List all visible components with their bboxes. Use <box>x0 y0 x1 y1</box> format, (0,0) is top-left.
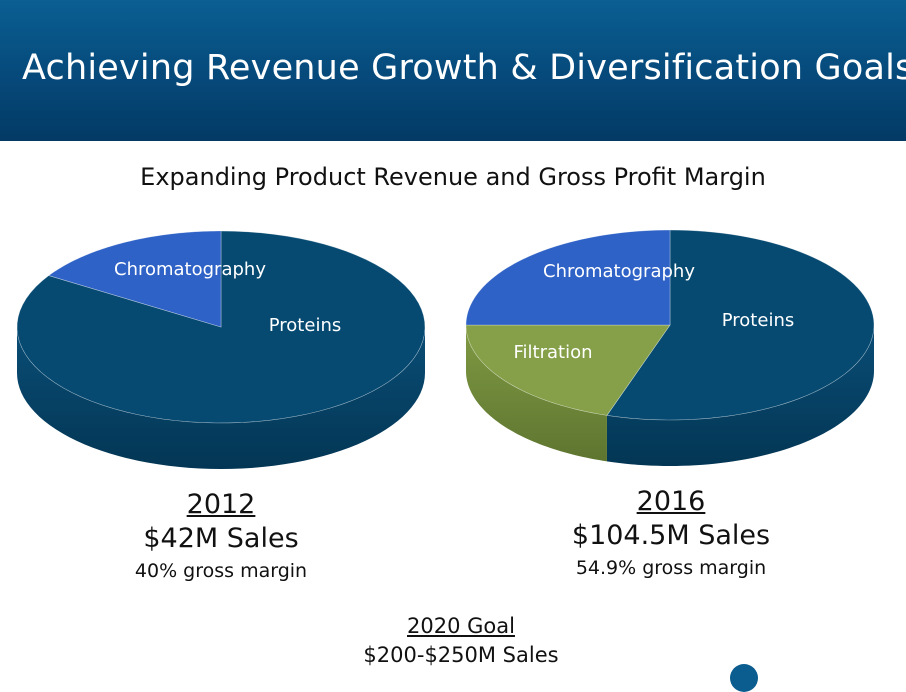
caption-2012: 2012 $42M Sales 40% gross margin <box>121 488 321 586</box>
logo-mark <box>730 664 758 692</box>
goal-sales: $200-$250M Sales <box>363 643 559 667</box>
caption-sales: $42M Sales <box>143 523 299 554</box>
caption-margin: 54.9% gross margin <box>575 557 767 579</box>
pie-2016: Chromatography Filtration Proteins <box>465 229 875 466</box>
proteins-side <box>17 327 425 469</box>
proteins-label: Proteins <box>269 315 341 336</box>
chromatography-slice <box>48 230 222 328</box>
filtration-slice <box>465 324 671 416</box>
header-bar: Achieving Revenue Growth & Diversificati… <box>0 0 906 141</box>
caption-2016: 2016 $104.5M Sales 54.9% gross margin <box>541 485 801 583</box>
filtration-label: Filtration <box>513 342 592 363</box>
caption-year: 2012 <box>186 489 256 520</box>
page-title: Achieving Revenue Growth & Diversificati… <box>22 48 906 88</box>
chart-subtitle: Expanding Product Revenue and Gross Prof… <box>140 163 766 191</box>
caption-sales: $104.5M Sales <box>571 520 771 551</box>
goal-title: 2020 Goal <box>407 614 515 638</box>
caption-margin: 40% gross margin <box>134 560 308 582</box>
pie-2012: Chromatography Proteins <box>16 230 426 469</box>
chromatography-slice <box>465 229 671 326</box>
goal-block: 2020 Goal $200-$250M Sales <box>311 612 611 670</box>
pie-charts: Chromatography Proteins Chromatography Fil… <box>16 229 875 469</box>
proteins-label: Proteins <box>722 310 794 331</box>
caption-year: 2016 <box>636 486 706 517</box>
proteins-slice <box>606 229 875 421</box>
chromatography-label: Chromatography <box>543 261 695 282</box>
proteins-side <box>606 325 874 466</box>
chromatography-label: Chromatography <box>114 259 266 280</box>
filtration-side <box>466 325 607 462</box>
